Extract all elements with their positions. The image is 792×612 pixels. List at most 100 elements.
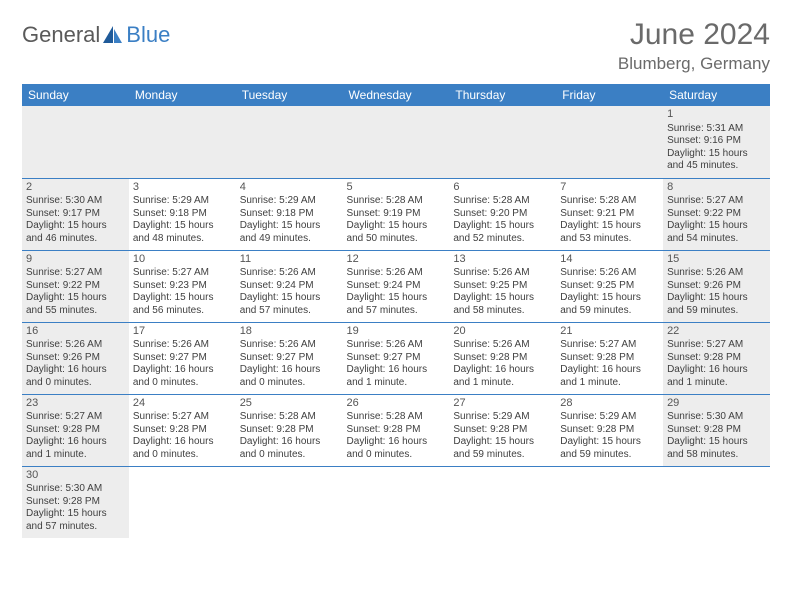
header: General Blue June 2024 Blumberg, Germany [22, 18, 770, 74]
daylight: Daylight: 15 hours and 46 minutes. [26, 220, 125, 245]
sunrise: Sunrise: 5:28 AM [347, 411, 446, 424]
sunrise: Sunrise: 5:27 AM [667, 195, 766, 208]
day-header: Monday [129, 84, 236, 106]
day-number: 15 [667, 253, 766, 267]
sunset: Sunset: 9:25 PM [453, 280, 552, 293]
daylight: Daylight: 15 hours and 49 minutes. [240, 220, 339, 245]
day-cell: 30Sunrise: 5:30 AMSunset: 9:28 PMDayligh… [22, 466, 129, 538]
daylight: Daylight: 15 hours and 57 minutes. [26, 508, 125, 533]
sunrise: Sunrise: 5:27 AM [133, 267, 232, 280]
day-number: 18 [240, 325, 339, 339]
daylight: Daylight: 15 hours and 45 minutes. [667, 148, 766, 173]
daylight: Daylight: 15 hours and 58 minutes. [453, 292, 552, 317]
day-cell [449, 106, 556, 178]
day-header: Friday [556, 84, 663, 106]
daylight: Daylight: 15 hours and 59 minutes. [560, 436, 659, 461]
day-cell [343, 466, 450, 538]
day-cell: 9Sunrise: 5:27 AMSunset: 9:22 PMDaylight… [22, 250, 129, 322]
day-header: Sunday [22, 84, 129, 106]
daylight: Daylight: 15 hours and 57 minutes. [347, 292, 446, 317]
daylight: Daylight: 16 hours and 1 minute. [560, 364, 659, 389]
sunset: Sunset: 9:24 PM [240, 280, 339, 293]
day-number: 14 [560, 253, 659, 267]
daylight: Daylight: 15 hours and 59 minutes. [560, 292, 659, 317]
daylight: Daylight: 15 hours and 59 minutes. [667, 292, 766, 317]
day-cell: 11Sunrise: 5:26 AMSunset: 9:24 PMDayligh… [236, 250, 343, 322]
day-header: Wednesday [343, 84, 450, 106]
day-cell [449, 466, 556, 538]
sunset: Sunset: 9:17 PM [26, 208, 125, 221]
daylight: Daylight: 16 hours and 1 minute. [667, 364, 766, 389]
sunset: Sunset: 9:28 PM [26, 424, 125, 437]
day-number: 20 [453, 325, 552, 339]
day-cell: 13Sunrise: 5:26 AMSunset: 9:25 PMDayligh… [449, 250, 556, 322]
day-cell: 6Sunrise: 5:28 AMSunset: 9:20 PMDaylight… [449, 178, 556, 250]
day-cell [129, 466, 236, 538]
day-cell: 10Sunrise: 5:27 AMSunset: 9:23 PMDayligh… [129, 250, 236, 322]
day-cell [22, 106, 129, 178]
sunrise: Sunrise: 5:31 AM [667, 123, 766, 136]
day-cell: 1Sunrise: 5:31 AMSunset: 9:16 PMDaylight… [663, 106, 770, 178]
sunrise: Sunrise: 5:30 AM [667, 411, 766, 424]
sunset: Sunset: 9:28 PM [560, 352, 659, 365]
sunrise: Sunrise: 5:27 AM [667, 339, 766, 352]
daylight: Daylight: 16 hours and 0 minutes. [240, 364, 339, 389]
sunset: Sunset: 9:26 PM [26, 352, 125, 365]
day-number: 30 [26, 469, 125, 483]
sunrise: Sunrise: 5:28 AM [560, 195, 659, 208]
day-number: 29 [667, 397, 766, 411]
week-row: 2Sunrise: 5:30 AMSunset: 9:17 PMDaylight… [22, 178, 770, 250]
day-cell: 18Sunrise: 5:26 AMSunset: 9:27 PMDayligh… [236, 322, 343, 394]
day-number: 8 [667, 181, 766, 195]
day-number: 22 [667, 325, 766, 339]
daylight: Daylight: 16 hours and 1 minute. [453, 364, 552, 389]
sunset: Sunset: 9:18 PM [133, 208, 232, 221]
day-number: 24 [133, 397, 232, 411]
sunrise: Sunrise: 5:29 AM [560, 411, 659, 424]
sunset: Sunset: 9:23 PM [133, 280, 232, 293]
sunset: Sunset: 9:28 PM [26, 496, 125, 509]
sunset: Sunset: 9:18 PM [240, 208, 339, 221]
daylight: Daylight: 15 hours and 48 minutes. [133, 220, 232, 245]
logo-word1: General [22, 22, 100, 48]
sunset: Sunset: 9:22 PM [26, 280, 125, 293]
day-number: 17 [133, 325, 232, 339]
day-number: 2 [26, 181, 125, 195]
week-row: 1Sunrise: 5:31 AMSunset: 9:16 PMDaylight… [22, 106, 770, 178]
day-cell [129, 106, 236, 178]
daylight: Daylight: 15 hours and 54 minutes. [667, 220, 766, 245]
daylight: Daylight: 16 hours and 1 minute. [26, 436, 125, 461]
day-cell: 20Sunrise: 5:26 AMSunset: 9:28 PMDayligh… [449, 322, 556, 394]
sunrise: Sunrise: 5:27 AM [26, 267, 125, 280]
sail-icon [102, 25, 124, 45]
day-number: 23 [26, 397, 125, 411]
title-block: June 2024 Blumberg, Germany [618, 18, 770, 74]
day-cell: 29Sunrise: 5:30 AMSunset: 9:28 PMDayligh… [663, 394, 770, 466]
week-row: 30Sunrise: 5:30 AMSunset: 9:28 PMDayligh… [22, 466, 770, 538]
daylight: Daylight: 16 hours and 0 minutes. [240, 436, 339, 461]
sunset: Sunset: 9:28 PM [560, 424, 659, 437]
day-number: 10 [133, 253, 232, 267]
day-cell: 23Sunrise: 5:27 AMSunset: 9:28 PMDayligh… [22, 394, 129, 466]
day-number: 26 [347, 397, 446, 411]
sunset: Sunset: 9:22 PM [667, 208, 766, 221]
day-number: 13 [453, 253, 552, 267]
logo-word2: Blue [126, 22, 170, 48]
day-cell: 22Sunrise: 5:27 AMSunset: 9:28 PMDayligh… [663, 322, 770, 394]
sunrise: Sunrise: 5:26 AM [240, 267, 339, 280]
day-cell: 21Sunrise: 5:27 AMSunset: 9:28 PMDayligh… [556, 322, 663, 394]
day-cell: 15Sunrise: 5:26 AMSunset: 9:26 PMDayligh… [663, 250, 770, 322]
week-row: 9Sunrise: 5:27 AMSunset: 9:22 PMDaylight… [22, 250, 770, 322]
day-number: 6 [453, 181, 552, 195]
day-number: 11 [240, 253, 339, 267]
sunrise: Sunrise: 5:26 AM [453, 339, 552, 352]
day-cell: 8Sunrise: 5:27 AMSunset: 9:22 PMDaylight… [663, 178, 770, 250]
sunrise: Sunrise: 5:26 AM [453, 267, 552, 280]
sunrise: Sunrise: 5:26 AM [240, 339, 339, 352]
daylight: Daylight: 15 hours and 58 minutes. [667, 436, 766, 461]
calendar-table: Sunday Monday Tuesday Wednesday Thursday… [22, 84, 770, 538]
sunrise: Sunrise: 5:28 AM [240, 411, 339, 424]
day-cell: 16Sunrise: 5:26 AMSunset: 9:26 PMDayligh… [22, 322, 129, 394]
month-title: June 2024 [618, 18, 770, 52]
sunrise: Sunrise: 5:28 AM [347, 195, 446, 208]
